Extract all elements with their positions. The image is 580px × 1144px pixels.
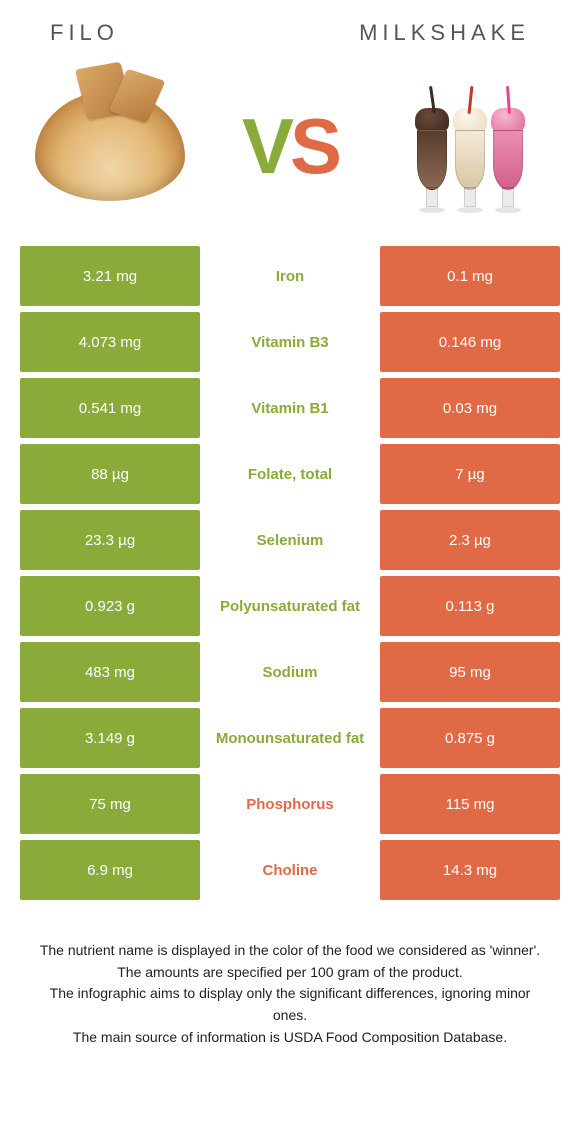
nutrient-row: 0.923 gPolyunsaturated fat0.113 g: [20, 576, 560, 636]
footer-line-3: The infographic aims to display only the…: [36, 983, 544, 1026]
strawberry-shake-icon: [490, 86, 526, 206]
left-value: 75 mg: [20, 774, 200, 834]
nutrient-label: Selenium: [200, 510, 380, 570]
right-value: 0.113 g: [380, 576, 560, 636]
nutrient-table: 3.21 mgIron0.1 mg4.073 mgVitamin B30.146…: [0, 246, 580, 900]
left-value: 23.3 µg: [20, 510, 200, 570]
infographic-wrapper: Filo Milkshake VS 3.21 mgIron0.1 mg4.073…: [0, 0, 580, 1048]
nutrient-row: 0.541 mgVitamin B10.03 mg: [20, 378, 560, 438]
left-value: 3.21 mg: [20, 246, 200, 306]
nutrient-row: 4.073 mgVitamin B30.146 mg: [20, 312, 560, 372]
left-value: 4.073 mg: [20, 312, 200, 372]
right-food-title: Milkshake: [359, 20, 530, 46]
filo-illustration: [30, 76, 190, 216]
right-value: 0.875 g: [380, 708, 560, 768]
nutrient-label: Polyunsaturated fat: [200, 576, 380, 636]
vanilla-shake-icon: [452, 86, 488, 206]
nutrient-row: 23.3 µgSelenium2.3 µg: [20, 510, 560, 570]
filo-pastry-icon: [35, 91, 185, 201]
right-value: 95 mg: [380, 642, 560, 702]
right-value: 2.3 µg: [380, 510, 560, 570]
left-value: 483 mg: [20, 642, 200, 702]
nutrient-label: Folate, total: [200, 444, 380, 504]
nutrient-row: 75 mgPhosphorus115 mg: [20, 774, 560, 834]
vs-s-letter: S: [290, 102, 338, 190]
right-value: 0.146 mg: [380, 312, 560, 372]
nutrient-row: 88 µgFolate, total7 µg: [20, 444, 560, 504]
vs-v-letter: V: [242, 102, 290, 190]
chocolate-shake-icon: [414, 86, 450, 206]
right-value: 7 µg: [380, 444, 560, 504]
left-value: 0.923 g: [20, 576, 200, 636]
right-value: 115 mg: [380, 774, 560, 834]
right-value: 14.3 mg: [380, 840, 560, 900]
footer-line-1: The nutrient name is displayed in the co…: [36, 940, 544, 962]
nutrient-row: 3.149 gMonounsaturated fat0.875 g: [20, 708, 560, 768]
nutrient-label: Vitamin B1: [200, 378, 380, 438]
nutrient-label: Vitamin B3: [200, 312, 380, 372]
nutrient-row: 3.21 mgIron0.1 mg: [20, 246, 560, 306]
nutrient-label: Monounsaturated fat: [200, 708, 380, 768]
footer-line-2: The amounts are specified per 100 gram o…: [36, 962, 544, 984]
nutrient-row: 6.9 mgCholine14.3 mg: [20, 840, 560, 900]
left-value: 88 µg: [20, 444, 200, 504]
milkshake-illustration: [390, 76, 550, 216]
left-food-title: Filo: [50, 20, 119, 46]
right-value: 0.1 mg: [380, 246, 560, 306]
titles-row: Filo Milkshake: [0, 0, 580, 56]
nutrient-label: Sodium: [200, 642, 380, 702]
footer-notes: The nutrient name is displayed in the co…: [0, 906, 580, 1048]
left-value: 0.541 mg: [20, 378, 200, 438]
left-value: 3.149 g: [20, 708, 200, 768]
left-value: 6.9 mg: [20, 840, 200, 900]
vs-logo: VS: [242, 107, 338, 185]
right-value: 0.03 mg: [380, 378, 560, 438]
nutrient-row: 483 mgSodium95 mg: [20, 642, 560, 702]
nutrient-label: Phosphorus: [200, 774, 380, 834]
milkshakes-icon: [414, 86, 526, 206]
footer-line-4: The main source of information is USDA F…: [36, 1027, 544, 1049]
hero-row: VS: [0, 56, 580, 246]
nutrient-label: Iron: [200, 246, 380, 306]
nutrient-label: Choline: [200, 840, 380, 900]
